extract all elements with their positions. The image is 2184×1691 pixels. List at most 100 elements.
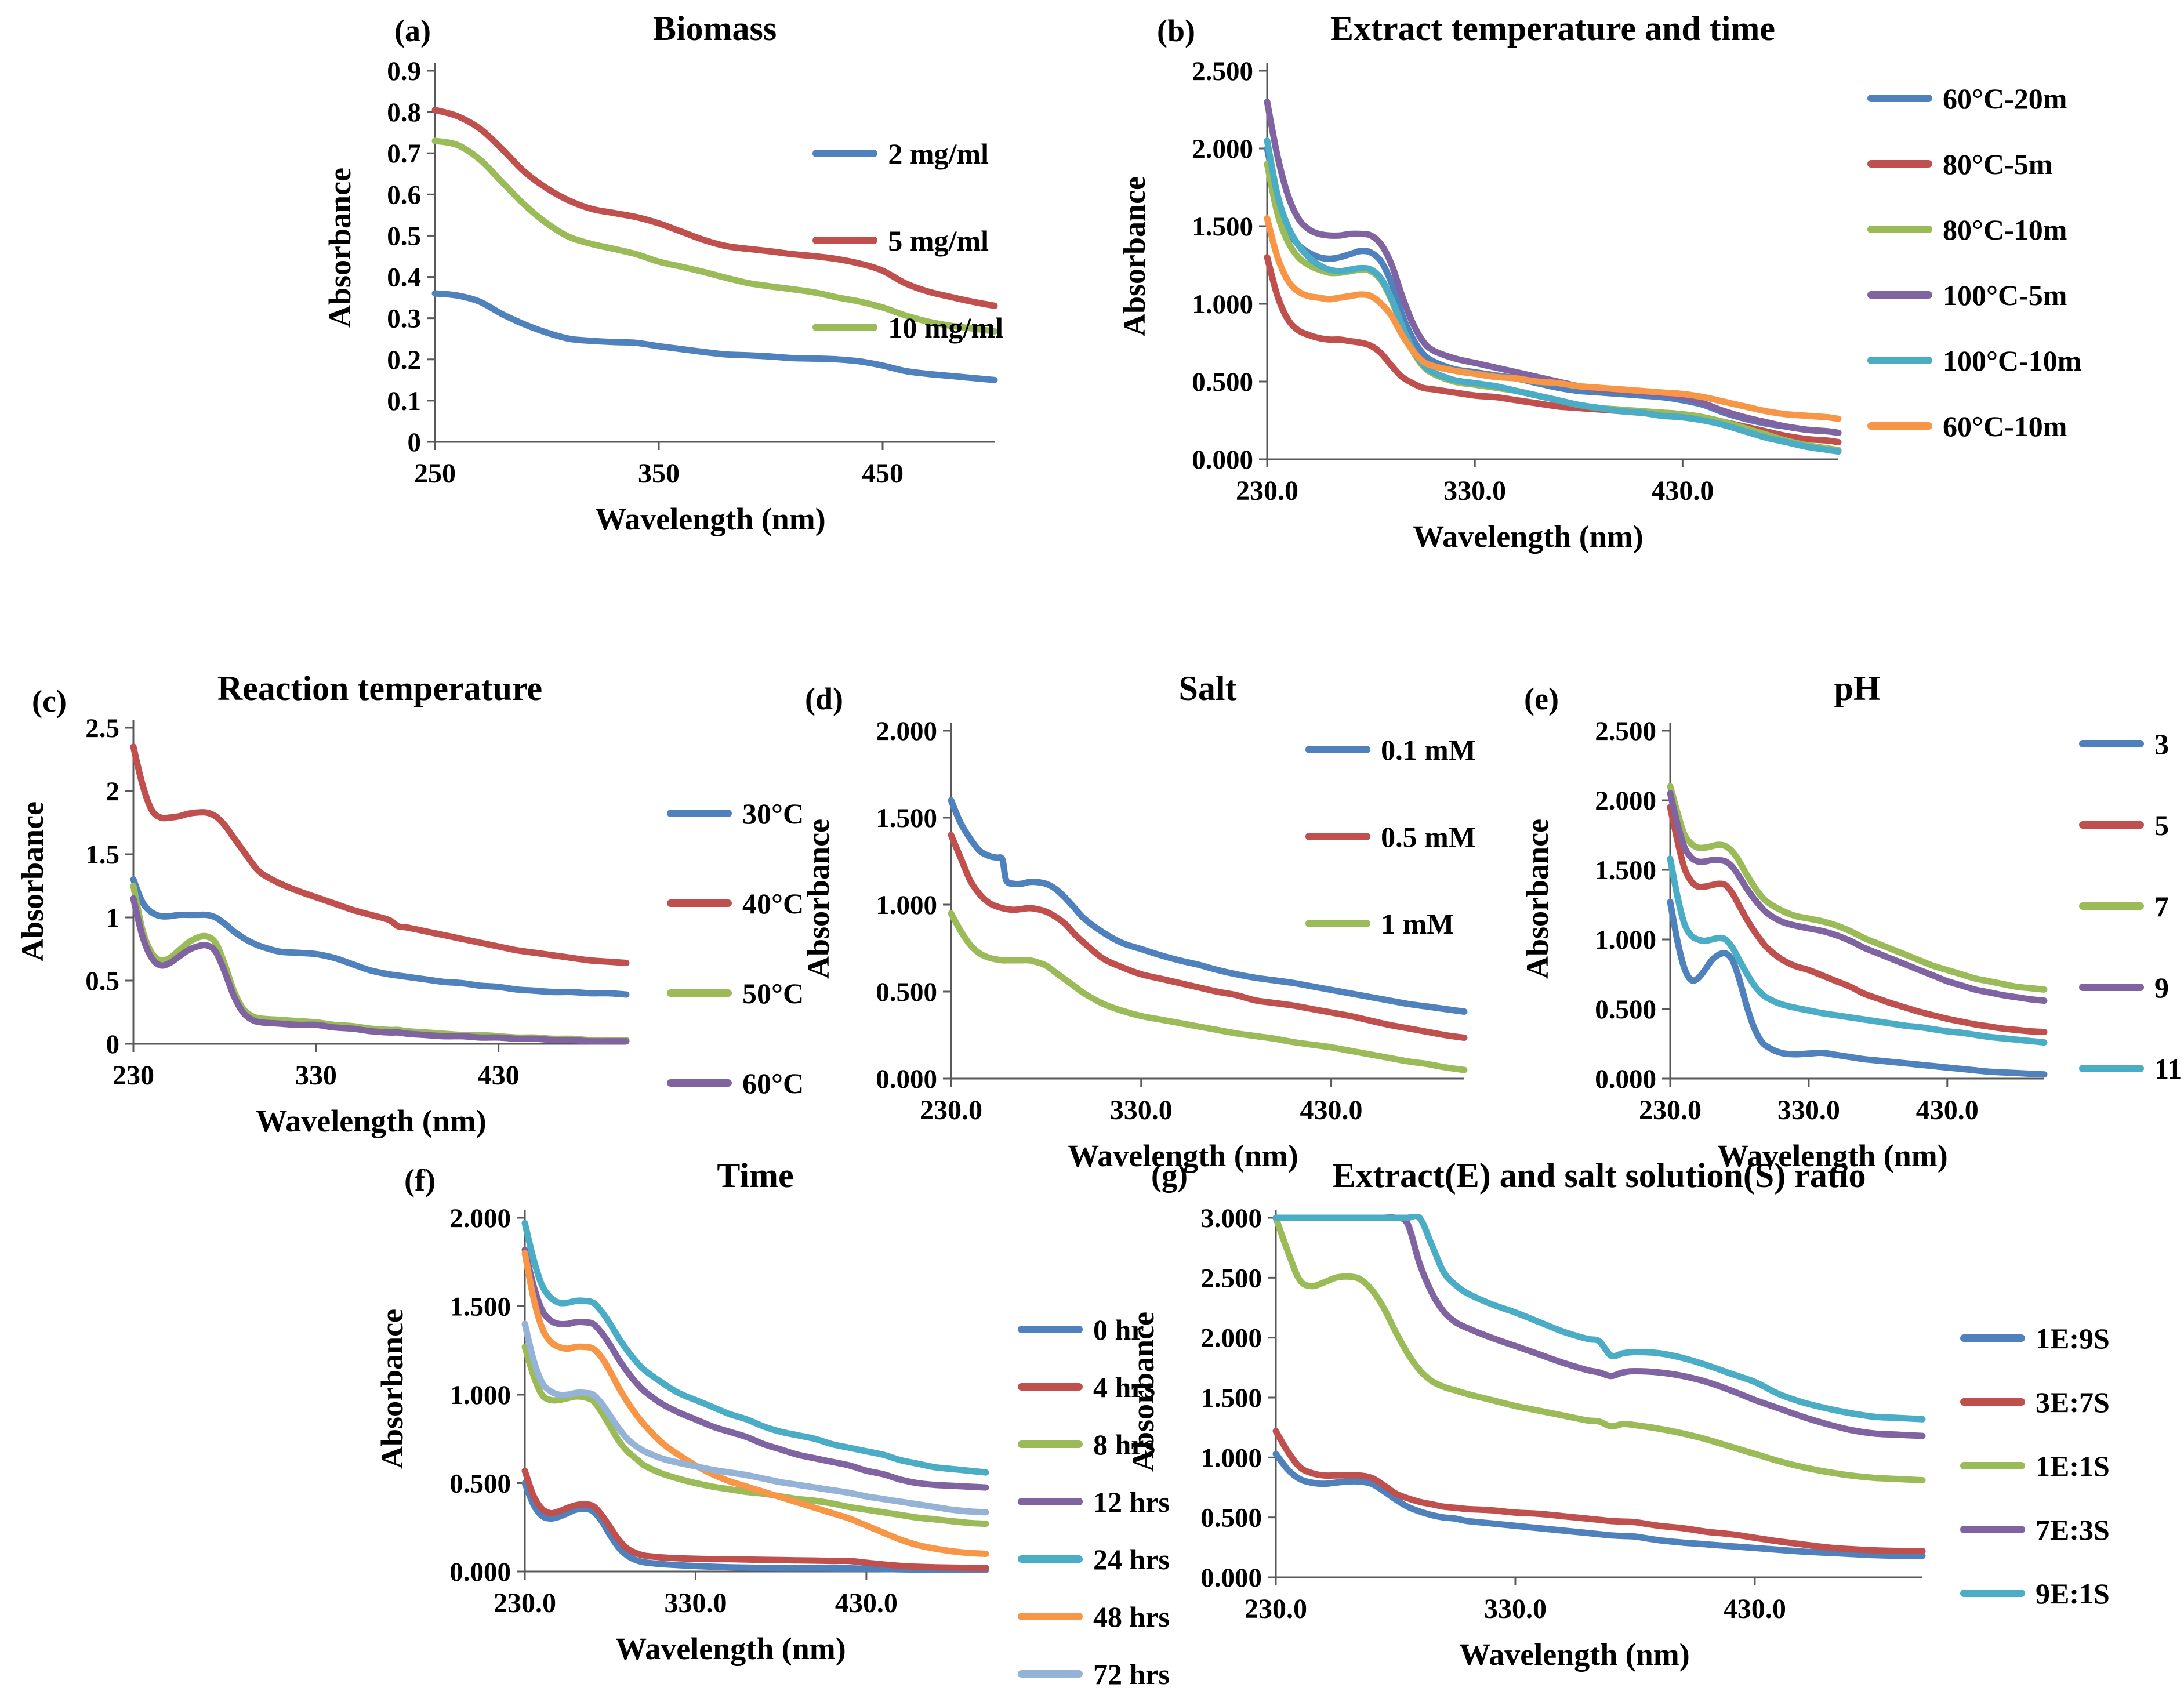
legend-swatch (667, 1079, 732, 1087)
y-axis-label: Absorbance (1117, 176, 1152, 337)
x-axis-label: Wavelength (nm) (1068, 1138, 1298, 1173)
legend-label: 40°C (742, 887, 804, 920)
y-tick-label: 2.000 (876, 716, 937, 746)
series-line-0-hr (521, 1480, 989, 1573)
plot-area: 0 0.5 1 1.5 2 2.5 230 330 430 (85, 713, 630, 1091)
y-tick-label: 2.000 (1595, 786, 1656, 816)
x-axis-label: Wavelength (nm) (1413, 519, 1644, 554)
series-line-0.1-mM (948, 797, 1468, 1015)
y-tick-label: 2.500 (1200, 1263, 1262, 1293)
legend-item: 4 hrs (1018, 1371, 1170, 1403)
y-axis-label: Absorbance (1126, 1312, 1160, 1472)
series-line-1-mM (948, 910, 1468, 1073)
legend-item: 1E:1S (1960, 1450, 2110, 1482)
y-tick-label: 0.500 (1595, 995, 1656, 1025)
panel-title: Salt (1178, 669, 1237, 707)
legend-item: 100°C-5m (1867, 279, 2081, 311)
legend-label: 100°C-10m (1943, 344, 2082, 377)
y-tick-label: 0.7 (387, 139, 421, 169)
y-tick-label: 1.000 (449, 1380, 511, 1410)
legend-swatch (2079, 821, 2144, 829)
series-line-40-C (130, 743, 630, 966)
y-tick-label: 2.000 (1192, 134, 1253, 164)
x-tick-label: 350 (638, 458, 680, 489)
y-tick-label: 1.500 (1200, 1383, 1262, 1413)
legend-swatch (1867, 357, 1932, 364)
x-tick-label: 430.0 (1651, 476, 1714, 506)
plot-area: 0.000 0.500 1.000 1.500 2.000 230.0 330.0 430.0 (876, 716, 1468, 1126)
legend-label: 4 hrs (1093, 1370, 1155, 1403)
legend-item: 24 hrs (1018, 1543, 1170, 1576)
series-line-5-mg-ml (431, 107, 998, 309)
legend-item: 30°C (667, 797, 804, 830)
series-line-2-mg-ml (431, 290, 998, 383)
legend-label: 3E:7S (2036, 1385, 2110, 1418)
legend-item: 2 mg/ml (812, 137, 1003, 170)
series-line-100-C-5m (1264, 99, 1842, 436)
y-tick-label: 2.000 (449, 1203, 511, 1233)
y-axis-label: Absorbance (1520, 819, 1555, 979)
series-line-12-hrs (521, 1246, 989, 1491)
series-line-5 (1667, 804, 2048, 1036)
series-line-9E-1S (1272, 1214, 1926, 1423)
y-tick-label: 0.6 (387, 180, 421, 210)
legend-item: 3 (2079, 728, 2182, 760)
legend: 60°C-20m 80°C-5m 80°C-10m 100°C-5m 100°C-10m… (1867, 82, 2081, 442)
legend-swatch (812, 150, 878, 157)
legend-label: 80°C-10m (1943, 213, 2067, 246)
series-line-60-C (130, 895, 630, 1045)
legend: 0 hr 4 hrs 8 hrs 12 hrs 24 hrs 48 hrs 72 hrs (1018, 1313, 1170, 1690)
y-tick-label: 0.2 (387, 345, 421, 375)
plot-area: 0.000 0.500 1.000 1.500 2.000 2.500 230.0 330.0… (1192, 56, 1842, 506)
legend-label: 0.1 mM (1381, 733, 1476, 766)
y-tick-label: 1.5 (85, 840, 119, 870)
legend-item: 3E:7S (1960, 1386, 2110, 1418)
legend-swatch (1960, 1462, 2025, 1469)
legend-item: 9E:1S (1960, 1577, 2110, 1610)
x-tick-label: 250 (414, 458, 456, 489)
y-tick-label: 0.1 (387, 386, 421, 416)
panel-extract-salt-ratio: (g) Extract(E) and salt solution(S) rati… (1125, 1154, 2146, 1672)
legend-swatch (1960, 1398, 2025, 1406)
series-line-60-C-10m (1264, 215, 1842, 422)
x-axis-label: Wavelength (nm) (595, 502, 826, 536)
series-line-8-hrs (521, 1344, 989, 1527)
plot-area: 0 0.1 0.2 0.3 0.4 0.5 0.6 0.7 0.8 0.9 250 350 450 (387, 56, 998, 489)
panel-salt: (d) Salt Absorbance 0.000 0.500 1.000 1.500… (800, 667, 1525, 1174)
legend-item: 9 (2079, 971, 2182, 1004)
series-line-80-C-5m (1264, 254, 1842, 445)
y-tick-label: 0.5 (387, 221, 421, 251)
y-tick-label: 0.8 (387, 97, 421, 128)
legend-swatch (1867, 422, 1932, 430)
x-tick-label: 230.0 (494, 1588, 556, 1619)
legend-label: 1E:1S (2036, 1449, 2110, 1482)
legend: 30°C 40°C 50°C 60°C (667, 797, 804, 1099)
panel-letter: (d) (805, 681, 843, 716)
y-tick-label: 1.500 (1192, 212, 1253, 242)
y-tick-label: 2 (106, 776, 120, 807)
legend-item: 0.5 mM (1305, 821, 1476, 853)
x-tick-label: 430.0 (835, 1588, 898, 1619)
x-tick-label: 230.0 (920, 1095, 982, 1126)
legend-item: 0 hr (1018, 1313, 1170, 1346)
legend-item: 60°C (667, 1067, 804, 1099)
panel-biomass: (a) Biomass Absorbance 0 0.1 0.2 0.3 0.4 0.5 0… (322, 7, 1238, 537)
y-tick-label: 0.000 (449, 1557, 511, 1587)
legend-label: 30°C (742, 797, 804, 830)
y-tick-label: 0.9 (387, 56, 421, 86)
legend-label: 3 (2154, 727, 2169, 760)
x-axis-label: Wavelength (nm) (1459, 1637, 1690, 1672)
y-tick-label: 2.5 (85, 713, 119, 743)
series-line-50-C (130, 883, 630, 1044)
legend-label: 11 (2154, 1052, 2182, 1085)
legend-item: 1 mM (1305, 908, 1476, 940)
x-tick-label: 450 (862, 458, 904, 489)
legend-swatch (1867, 291, 1932, 299)
x-axis-label: Wavelength (nm) (615, 1631, 846, 1666)
legend: 1E:9S 3E:7S 1E:1S 7E:3S 9E:1S (1960, 1322, 2110, 1610)
legend-item: 5 (2079, 809, 2182, 841)
legend-label: 1E:9S (2036, 1322, 2110, 1355)
legend-item: 100°C-10m (1867, 344, 2082, 377)
legend-swatch (1960, 1526, 2025, 1533)
y-tick-label: 3.000 (1200, 1203, 1262, 1233)
